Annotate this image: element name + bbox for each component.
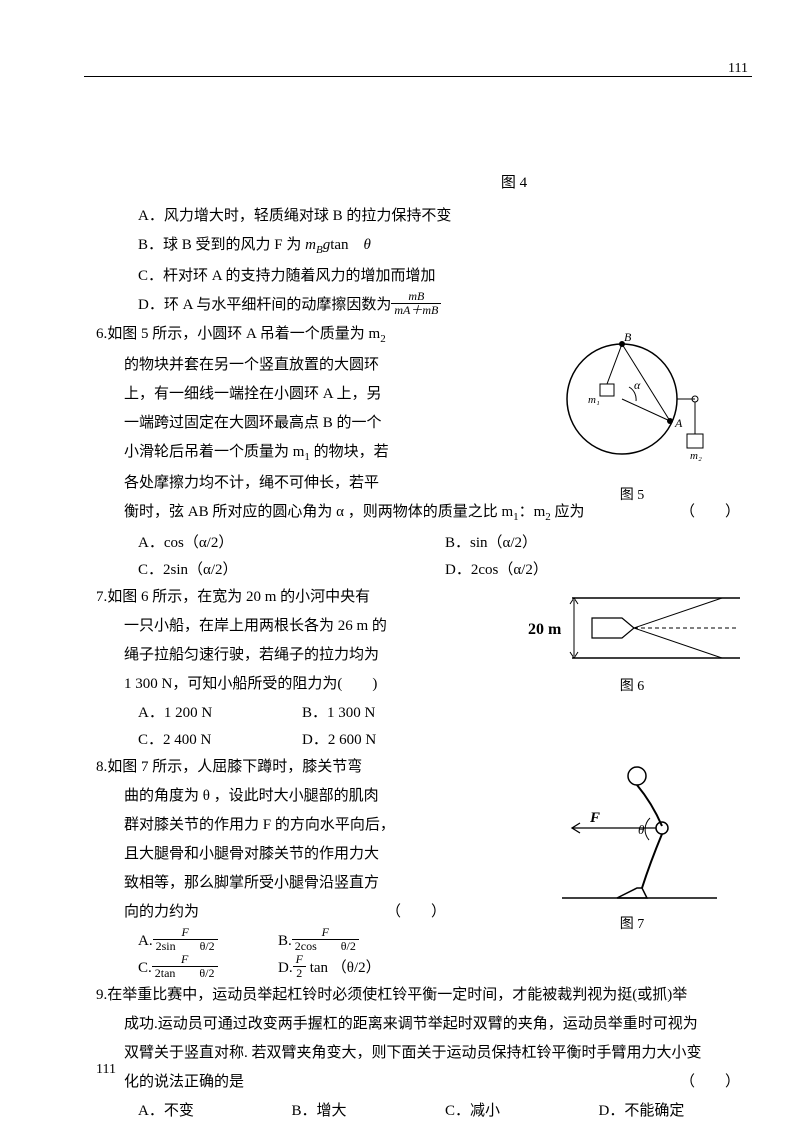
- q5-m: m: [305, 237, 316, 253]
- page-number-top: 111: [728, 56, 748, 81]
- fig7-f-label: F: [589, 810, 600, 826]
- q7-line2: 一只小船，在岸上用两根长各为 26 m 的: [96, 613, 466, 640]
- q8-opt-c: C.F2tan θ/2: [138, 955, 278, 982]
- q6-s7b: ：m: [519, 504, 546, 520]
- q5-option-d: D．环 A 与水平细杆间的动摩擦因数为mBmA＋mB: [96, 292, 752, 319]
- q8-line2: 曲的角度为 θ ，设此时大小腿部的肌肉: [96, 783, 466, 810]
- q8-paren: （ ）: [386, 899, 446, 926]
- q5-option-c: C．杆对环 A 的支持力随着风力的增加而增加: [96, 263, 752, 290]
- fig5-a-label: A: [674, 416, 683, 430]
- q9-s4: 化的说法正确的是: [124, 1074, 244, 1090]
- q8a-den: 2sin θ/2: [153, 940, 218, 953]
- fig6-caption: 图 6: [522, 674, 742, 699]
- q5-theta: θ: [364, 237, 371, 253]
- q9-line1: 9.在举重比赛中，运动员举起杠铃时必须使杠铃平衡一定时间，才能被裁判视为挺(或抓…: [96, 982, 752, 1009]
- q6-opt-c: C．2sin（α/2）: [138, 557, 445, 584]
- q7-opt-d: D．2 600 N: [302, 727, 466, 754]
- q8d-post: tan （θ/2）: [306, 960, 381, 976]
- fig4-caption: 图 4: [276, 170, 752, 197]
- fig7-caption: 图 7: [542, 912, 722, 937]
- q6-line3: 上，有一细线一端拴在小圆环 A 上，另: [96, 381, 466, 408]
- q6-opt-d: D．2cos（α/2）: [445, 557, 752, 584]
- question-8: F θ 图 7 8.如图 7 所示，人屈膝下蹲时，膝关节弯 曲的角度为 θ ，设…: [96, 754, 752, 983]
- fig6-svg: 20 m: [522, 588, 742, 670]
- q6-line2: 的物块并套在另一个竖直放置的大圆环: [96, 352, 466, 379]
- q6-line7: 衡时，弦 AB 所对应的圆心角为 α ，则两物体的质量之比 m1：m2 应为 （…: [96, 499, 752, 528]
- q6-s1: 6.如图 5 所示，小圆环 A 吊着一个质量为 m: [96, 326, 380, 342]
- q7-opt-a: A．1 200 N: [138, 700, 302, 727]
- q9-line4: 化的说法正确的是 （ ）: [96, 1069, 752, 1096]
- q8-line1: 8.如图 7 所示，人屈膝下蹲时，膝关节弯: [96, 754, 466, 781]
- q8b-den: 2cos θ/2: [292, 940, 359, 953]
- fig6-label: 20 m: [528, 621, 562, 638]
- q5-optb-post: tan: [330, 237, 348, 253]
- q8-opt-d: D.F2 tan （θ/2）: [278, 955, 478, 982]
- fig5-b-label: B: [624, 330, 632, 344]
- q9-opt-d: D．不能确定: [599, 1098, 753, 1125]
- q6-opt-a: A．cos（α/2）: [138, 530, 445, 557]
- q8-line5: 致相等，那么脚掌所受小腿骨沿竖直方: [96, 870, 466, 897]
- q7-line1: 7.如图 6 所示，在宽为 20 m 的小河中央有: [96, 584, 466, 611]
- question-7: 20 m 图 6 7.如图 6 所示，在宽为 20 m 的小河中央有 一只小船，…: [96, 584, 752, 754]
- q9-opt-b: B．增大: [292, 1098, 446, 1125]
- q6-s5q: 的物块，若: [310, 444, 389, 460]
- q7-opt-b: B．1 300 N: [302, 700, 466, 727]
- fig5-m2-label: m₂: [690, 450, 702, 462]
- fig5-svg: B A α m₁ m₂: [552, 329, 712, 479]
- q7-opt-c: C．2 400 N: [138, 727, 302, 754]
- q8-line6: 向的力约为 （ ）: [96, 899, 466, 926]
- q6-line5: 小滑轮后吊着一个质量为 m1 的物块，若: [96, 439, 466, 468]
- q8-opt-b: B.F2cos θ/2: [278, 928, 418, 955]
- question-6: B A α m₁ m₂ 图 5 6.如图 5 所示，小圆环 A 吊着一个质量为 …: [96, 321, 752, 583]
- q6-sub2: 2: [380, 333, 386, 345]
- q6-line1: 6.如图 5 所示，小圆环 A 吊着一个质量为 m2: [96, 321, 466, 350]
- main-content: 图 4 A．风力增大时，轻质绳对球 B 的拉力保持不变 B．球 B 受到的风力 …: [96, 170, 752, 1125]
- fig6-box: 20 m 图 6: [522, 588, 742, 699]
- fig7-theta-label: θ: [638, 822, 645, 837]
- q7-line4: 1 300 N，可知小船所受的阻力为( ): [96, 671, 466, 698]
- q9-line2: 成功.运动员可通过改变两手握杠的距离来调节举起时双臂的夹角，运动员举重时可视为: [96, 1011, 752, 1038]
- q9-opt-a: A．不变: [138, 1098, 292, 1125]
- q9-line3: 双臂关于竖直对称. 若双臂夹角变大，则下面关于运动员保持杠铃平衡时手臂用力大小变: [96, 1040, 752, 1067]
- fig7-box: F θ 图 7: [542, 758, 722, 937]
- q5-option-a: A．风力增大时，轻质绳对球 B 的拉力保持不变: [96, 203, 752, 230]
- question-9: 9.在举重比赛中，运动员举起杠铃时必须使杠铃平衡一定时间，才能被裁判视为挺(或抓…: [96, 982, 752, 1125]
- q8d-den: 2: [293, 967, 306, 980]
- q9-paren: （ ）: [680, 1069, 740, 1096]
- q6-opt-b: B．sin（α/2）: [445, 530, 752, 557]
- q6-line4: 一端跨过固定在大圆环最高点 B 的一个: [96, 410, 466, 437]
- q8-line3: 群对膝关节的作用力 F 的方向水平向后，: [96, 812, 466, 839]
- q5-optd-pre: D．环 A 与水平细杆间的动摩擦因数为: [138, 297, 391, 313]
- header-rule: [84, 76, 752, 77]
- q6-s7c: 应为: [551, 504, 585, 520]
- q8d-num: F: [293, 953, 306, 967]
- q6-s7a: 衡时，弦 AB 所对应的圆心角为 α ，则两物体的质量之比 m: [124, 504, 513, 520]
- q5-frac-num: mB: [391, 290, 441, 304]
- page-number-bottom: 111: [96, 1057, 116, 1082]
- q8a-num: F: [153, 926, 218, 940]
- q6-line6: 各处摩擦力均不计，绳不可伸长，若平: [96, 470, 466, 497]
- q8b-num: F: [292, 926, 359, 940]
- q6-paren: （ ）: [680, 499, 740, 526]
- fig7-svg: F θ: [542, 758, 722, 908]
- q5-bsub: B: [316, 244, 323, 256]
- fig5-box: B A α m₁ m₂ 图 5: [552, 329, 712, 508]
- q8c-den: 2tan θ/2: [152, 967, 218, 980]
- q8-opt-a: A.F2sin θ/2: [138, 928, 278, 955]
- q7-line3: 绳子拉船匀速行驶，若绳子的拉力均为: [96, 642, 466, 669]
- fig5-alpha-label: α: [634, 378, 641, 392]
- q8-line4: 且大腿骨和小腿骨对膝关节的作用力大: [96, 841, 466, 868]
- q5-fraction: mBmA＋mB: [391, 290, 441, 317]
- q8c-num: F: [152, 953, 218, 967]
- fig5-m1-label: m₁: [588, 394, 600, 406]
- q5-option-b: B．球 B 受到的风力 F 为 mBgtan θ: [96, 232, 752, 261]
- q5-frac-den: mA＋mB: [391, 304, 441, 317]
- q6-s5p: 小滑轮后吊着一个质量为 m: [124, 444, 304, 460]
- q5-optb-pre: B．球 B 受到的风力 F 为: [138, 237, 305, 253]
- q8-s6: 向的力约为: [124, 904, 199, 920]
- q9-opt-c: C．减小: [445, 1098, 599, 1125]
